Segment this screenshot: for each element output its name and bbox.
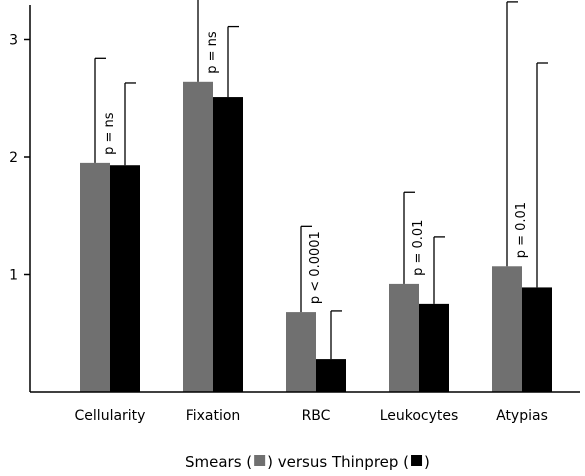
legend-swatch-thinprep xyxy=(411,455,423,466)
legend-prefix: Smears ( xyxy=(185,453,252,471)
bars xyxy=(80,81,552,393)
svg-text:Smears ( ) versus Thinprep: Smears ( ) versus Thinprep () xyxy=(185,453,430,471)
p-value-fixation: p = ns xyxy=(205,31,220,74)
bar-smears-atypias xyxy=(492,266,522,392)
y-tick-label-3: 3 xyxy=(9,33,18,49)
bar-smears-cellularity xyxy=(80,162,110,392)
y-tick-label-1: 1 xyxy=(9,268,18,284)
bar-thinprep-fixation xyxy=(213,97,243,392)
legend-swatch-smears xyxy=(254,455,266,466)
y-tick-label-2: 2 xyxy=(9,150,18,166)
category-label-rbc: RBC xyxy=(302,408,331,424)
category-label-leukocytes: Leukocytes xyxy=(380,408,459,424)
category-label-fixation: Fixation xyxy=(186,408,241,424)
bar-thinprep-atypias xyxy=(522,287,552,392)
bar-thinprep-leukocytes xyxy=(419,303,449,392)
p-value-cellularity: p = ns xyxy=(102,112,117,155)
bar-thinprep-rbc xyxy=(316,359,346,392)
category-label-cellularity: Cellularity xyxy=(75,408,146,424)
p-value-rbc: p < 0.0001 xyxy=(308,231,323,304)
bar-smears-leukocytes xyxy=(389,283,419,392)
p-value-annotations: p = ns p = ns p < 0.0001 p = 0.01 p = 0.01 xyxy=(102,31,529,304)
bar-smears-rbc xyxy=(286,312,316,392)
p-value-atypias: p = 0.01 xyxy=(514,202,529,258)
bar-smears-fixation xyxy=(183,81,213,393)
legend-suffix: ) xyxy=(424,453,430,471)
legend: Smears ( ) versus Thinprep () xyxy=(185,453,430,471)
bar-thinprep-cellularity xyxy=(110,165,140,392)
p-value-leukocytes: p = 0.01 xyxy=(411,220,426,276)
legend-middle: ) versus Thinprep ( xyxy=(267,453,409,471)
error-bars xyxy=(94,0,548,360)
y-axis-ticks: 1 2 3 xyxy=(9,33,30,284)
category-label-atypias: Atypias xyxy=(496,408,548,424)
category-labels: Cellularity Fixation RBC Leukocytes Atypias xyxy=(75,408,548,424)
